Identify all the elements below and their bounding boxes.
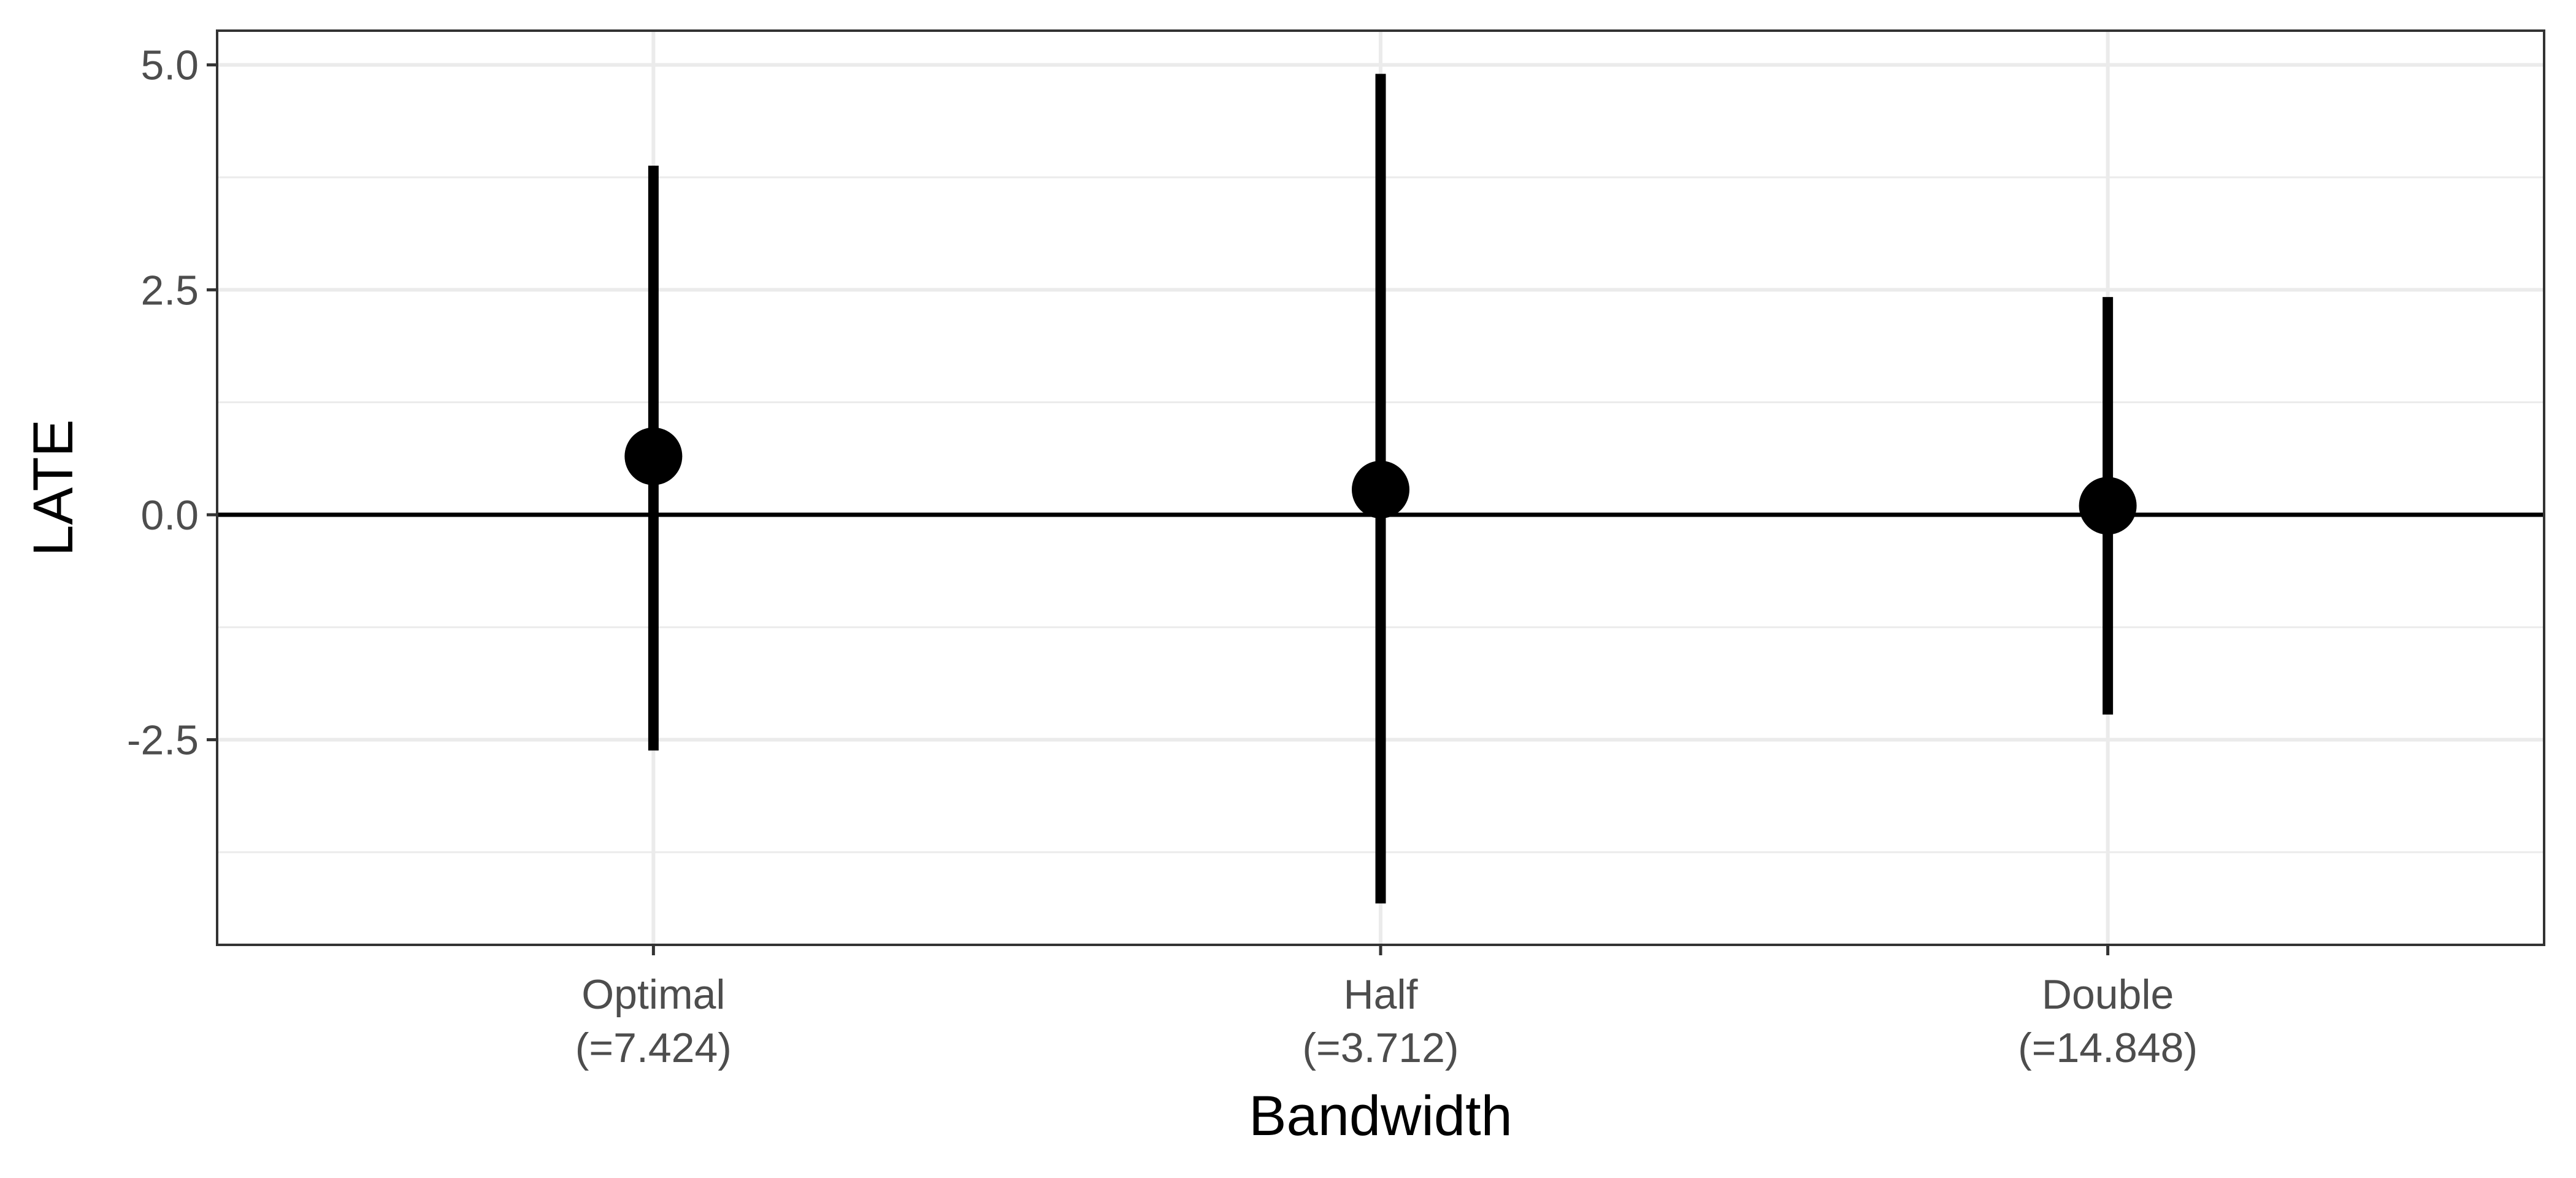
y-tick-label: 5.0 bbox=[140, 42, 199, 89]
y-axis-title: LATE bbox=[22, 419, 85, 556]
x-axis-title: Bandwidth bbox=[1249, 1085, 1512, 1147]
y-tick-label: 2.5 bbox=[140, 267, 199, 314]
point-estimate bbox=[1352, 460, 1409, 518]
point-estimate bbox=[624, 427, 683, 485]
x-tick-label: Half bbox=[1344, 971, 1418, 1018]
marks-layer bbox=[624, 74, 2137, 904]
x-tick-sublabel: (=14.848) bbox=[2018, 1025, 2198, 1071]
y-tick-label: 0.0 bbox=[140, 492, 199, 539]
y-tick-label: -2.5 bbox=[127, 717, 199, 764]
x-tick-sublabel: (=3.712) bbox=[1302, 1025, 1459, 1071]
x-tick-sublabel: (=7.424) bbox=[575, 1025, 732, 1071]
axes-layer: -2.5 0.0 2.5 5.0 Optimal (=7.424) Half (=3.712)… bbox=[127, 42, 2198, 1071]
point-estimate bbox=[2079, 477, 2137, 535]
x-tick-label: Double bbox=[2042, 971, 2174, 1018]
x-tick-label: Optimal bbox=[581, 971, 725, 1018]
panel-border bbox=[216, 29, 2545, 946]
